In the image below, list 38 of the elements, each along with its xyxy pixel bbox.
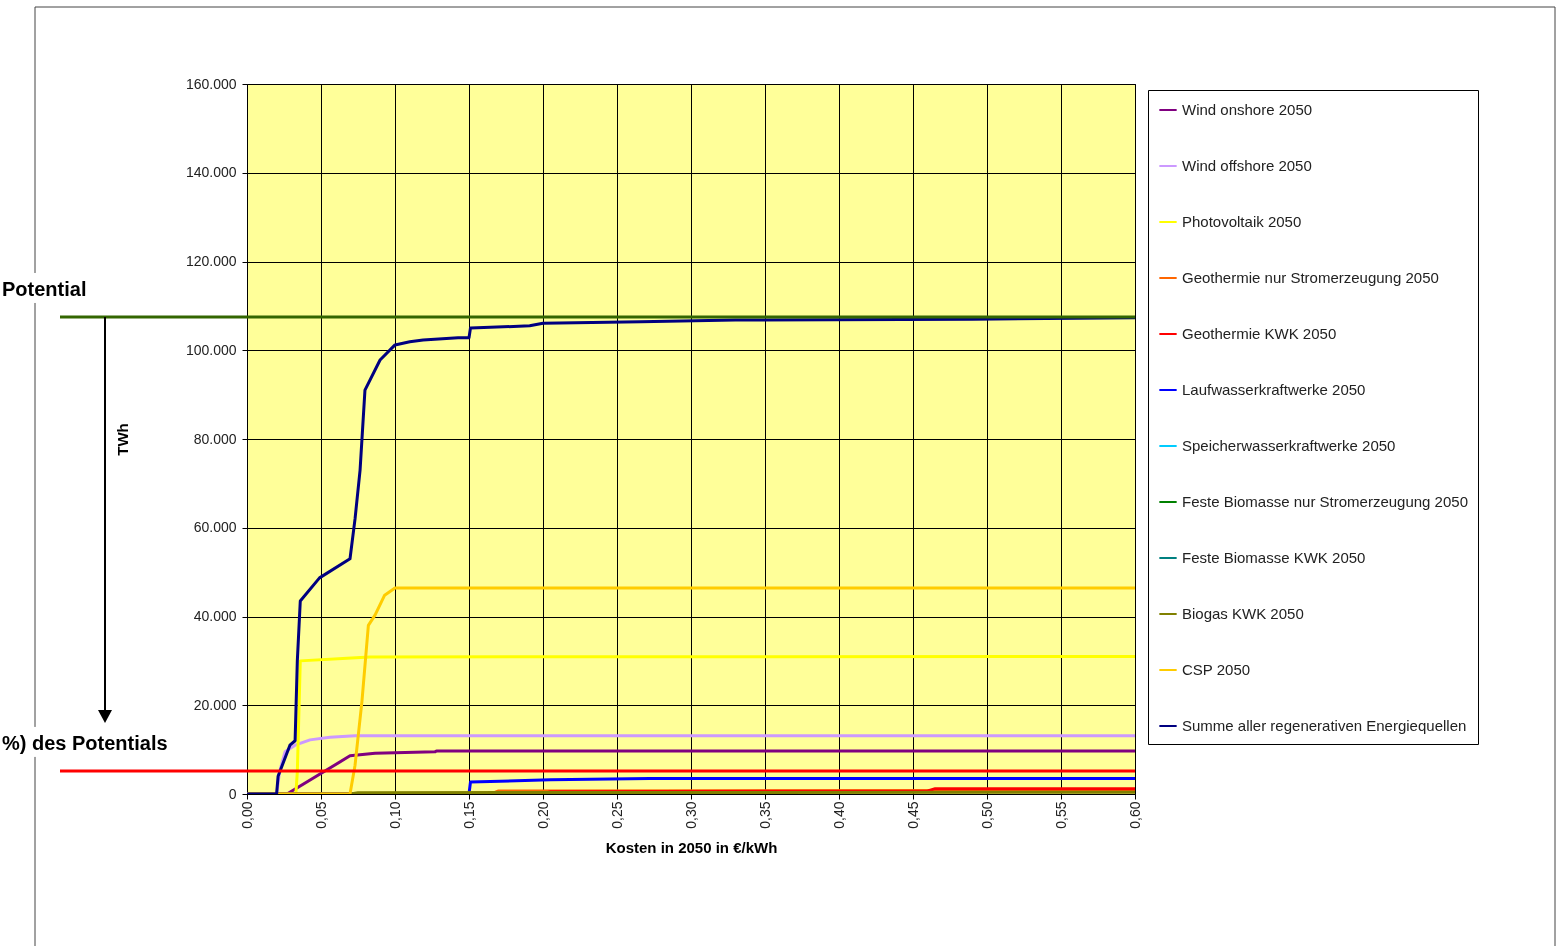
legend-label: Biogas KWK 2050 bbox=[1182, 605, 1304, 622]
x-axis-title: Kosten in 2050 in €/kWh bbox=[605, 838, 778, 856]
ref-line-label: Potential bbox=[2, 277, 87, 300]
x-tick-label: 0,35 bbox=[756, 801, 773, 829]
legend-label: Summe aller regenerativen Energiequellen bbox=[1182, 717, 1467, 734]
x-tick-label: 0,50 bbox=[978, 801, 995, 829]
x-tick-label: 0,55 bbox=[1052, 801, 1069, 829]
x-tick-label: 0,40 bbox=[830, 801, 847, 829]
y-tick-label: 160.000 bbox=[185, 75, 237, 92]
legend-label: Laufwasserkraftwerke 2050 bbox=[1182, 381, 1366, 398]
x-tick-label: 0,10 bbox=[386, 801, 403, 829]
y-tick-label: 100.000 bbox=[185, 341, 237, 358]
x-tick-label: 0,25 bbox=[608, 801, 625, 829]
y-tick-label: 80.000 bbox=[193, 430, 237, 447]
x-tick-label: 0,45 bbox=[904, 801, 921, 829]
x-tick-label: 0,20 bbox=[534, 801, 551, 829]
legend-label: Wind onshore 2050 bbox=[1182, 101, 1313, 118]
y-tick-label: 60.000 bbox=[193, 519, 237, 536]
y-tick-label: 120.000 bbox=[185, 253, 237, 269]
y-tick-label: 0 bbox=[228, 785, 237, 802]
legend-label: Feste Biomasse KWK 2050 bbox=[1182, 549, 1366, 566]
legend-label: Wind offshore 2050 bbox=[1182, 157, 1312, 174]
x-tick-label: 0,60 bbox=[1126, 801, 1143, 829]
x-tick-label: 0,05 bbox=[312, 801, 329, 829]
legend-label: Geothermie KWK 2050 bbox=[1182, 325, 1337, 342]
y-tick-label: 140.000 bbox=[185, 164, 237, 181]
legend-label: CSP 2050 bbox=[1182, 661, 1251, 678]
legend-label: Feste Biomasse nur Stromerzeugung 2050 bbox=[1182, 493, 1468, 510]
y-axis-title: TWh bbox=[113, 423, 131, 456]
y-tick-label: 40.000 bbox=[193, 608, 237, 624]
x-tick-label: 0,00 bbox=[238, 801, 255, 829]
x-tick-label: 0,15 bbox=[460, 801, 477, 829]
x-tick-label: 0,30 bbox=[682, 801, 699, 829]
legend-label: Geothermie nur Stromerzeugung 2050 bbox=[1182, 269, 1439, 286]
legend-label: Speicherwasserkraftwerke 2050 bbox=[1182, 437, 1396, 454]
ref-line-label: %) des Potentials bbox=[2, 731, 168, 754]
y-tick-label: 20.000 bbox=[193, 696, 237, 713]
legend-label: Photovoltaik 2050 bbox=[1182, 213, 1302, 230]
